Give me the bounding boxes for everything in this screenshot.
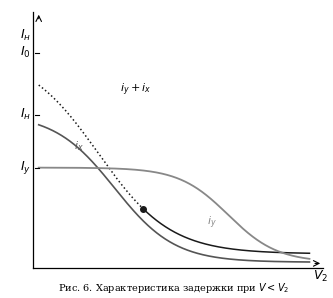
Text: $I_н$: $I_н$ [20, 27, 31, 43]
Text: $I_0$: $I_0$ [20, 45, 31, 60]
Text: $I_н$: $I_н$ [20, 107, 31, 122]
Text: $V_2$: $V_2$ [313, 269, 328, 285]
Text: $i_у$: $i_у$ [206, 215, 216, 231]
Text: Рис. 6. Характеристика задержки при $V < V_2$: Рис. 6. Характеристика задержки при $V <… [58, 281, 289, 295]
Text: $I_у$: $I_у$ [20, 159, 31, 176]
Text: $i_х$: $i_х$ [74, 139, 84, 153]
Text: $i_у+i_х$: $i_у+i_х$ [120, 82, 151, 98]
